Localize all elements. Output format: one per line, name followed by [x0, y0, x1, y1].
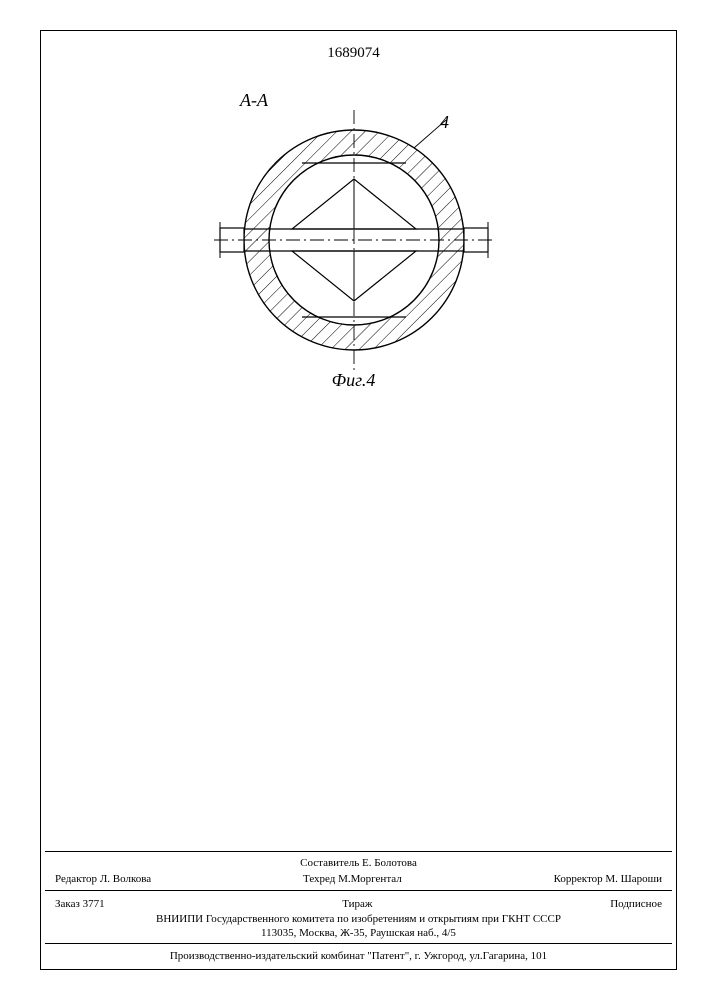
- subscription: Подписное: [610, 898, 662, 910]
- org-line: ВНИИПИ Государственного комитета по изоб…: [45, 912, 672, 926]
- credits-row: Редактор Л. Волкова Техред М.Моргентал К…: [45, 871, 672, 887]
- divider: [45, 851, 672, 852]
- editor: Редактор Л. Волкова: [55, 873, 151, 885]
- footer-block: Составитель Е. Болотова Редактор Л. Волк…: [45, 848, 672, 965]
- order-row: Заказ 3771 Тираж Подписное: [45, 894, 672, 912]
- order: Заказ 3771: [55, 898, 105, 910]
- figure-4: [184, 100, 524, 380]
- figure-caption: Фиг.4: [332, 370, 376, 391]
- patent-number: 1689074: [327, 45, 380, 62]
- corrector: Корректор М. Шароши: [554, 873, 662, 885]
- compiler-line: Составитель Е. Болотова: [45, 855, 672, 871]
- compiler-name: Е. Болотова: [362, 857, 417, 869]
- tirazh: Тираж: [342, 898, 372, 910]
- divider: [45, 943, 672, 944]
- printer-line: Производственно-издательский комбинат "П…: [45, 947, 672, 965]
- divider: [45, 890, 672, 891]
- address-line: 113035, Москва, Ж-35, Раушская наб., 4/5: [45, 926, 672, 940]
- figure-svg: [184, 100, 524, 380]
- compiler-label: Составитель: [300, 857, 359, 869]
- techred: Техред М.Моргентал: [303, 873, 402, 885]
